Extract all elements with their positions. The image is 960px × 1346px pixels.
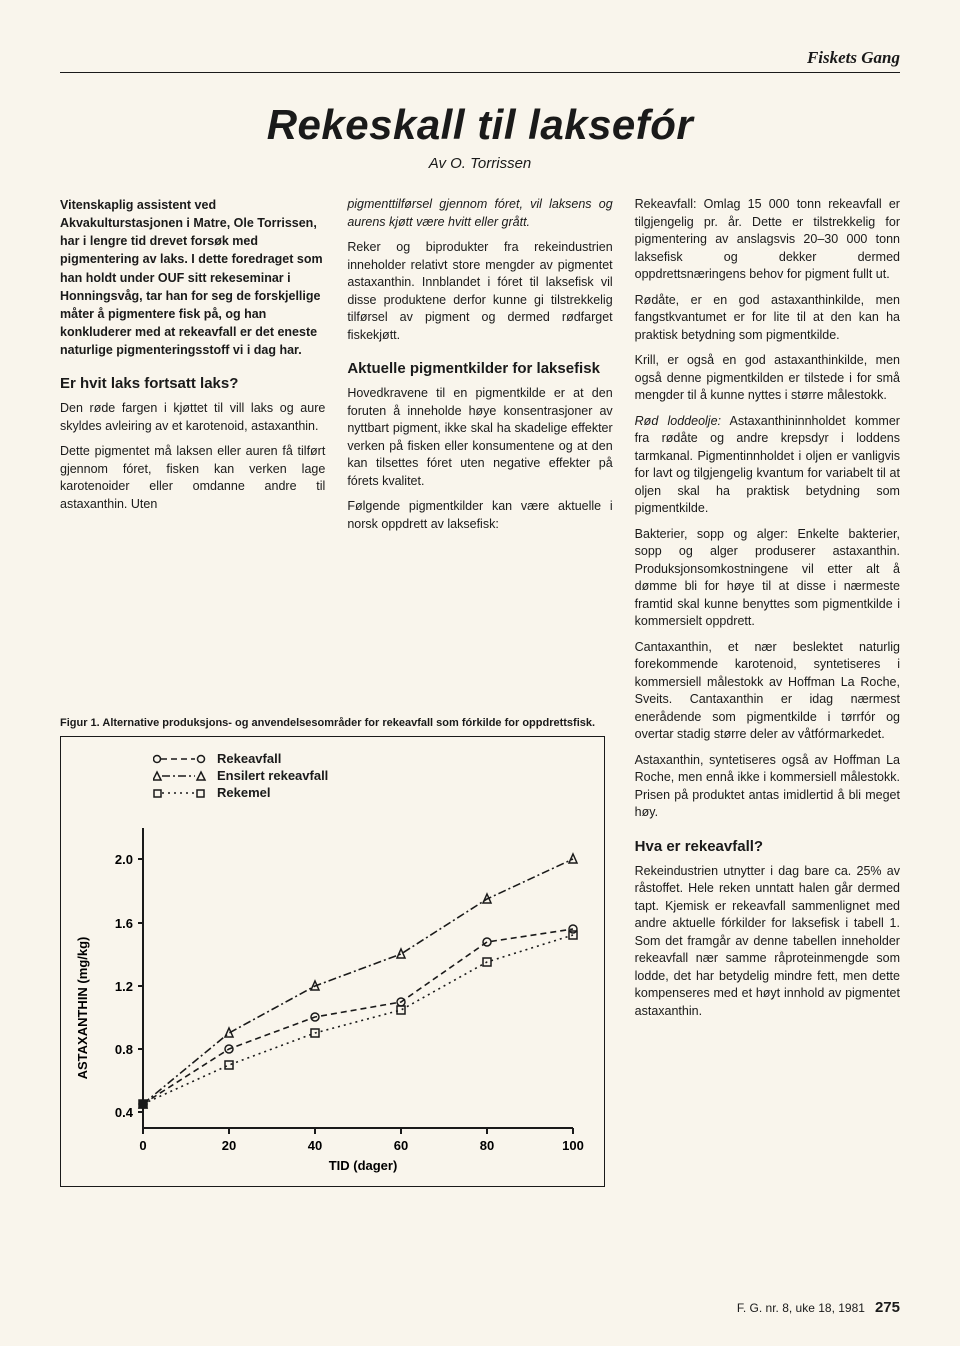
- body-paragraph: Den røde fargen i kjøttet til vill laks …: [60, 400, 325, 435]
- journal-name: Fiskets Gang: [60, 48, 900, 73]
- section-heading: Aktuelle pigmentkilder for laksefisk: [347, 358, 612, 379]
- page-number: 275: [875, 1299, 900, 1316]
- byline: Av O. Torrissen: [60, 155, 900, 172]
- svg-text:1.2: 1.2: [115, 979, 133, 994]
- chart-legend: Rekeavfall Ensilert rekeavfall Rekemel: [153, 751, 592, 800]
- intro-paragraph: Vitenskaplig assistent ved Akvakultursta…: [60, 196, 325, 359]
- section-heading: Er hvit laks fortsatt laks?: [60, 373, 325, 394]
- body-paragraph: Cantaxanthin, et nær beslektet naturlig …: [635, 639, 900, 744]
- legend-item: Ensilert rekeavfall: [153, 768, 592, 783]
- body-paragraph: Følgende pigmentkilder kan være aktuelle…: [347, 498, 612, 533]
- legend-label: Rekemel: [217, 785, 270, 800]
- figure-box: Rekeavfall Ensilert rekeavfall Rekemel A…: [60, 736, 605, 1187]
- x-axis-label: TID (dager): [329, 1158, 398, 1173]
- svg-text:1.6: 1.6: [115, 916, 133, 931]
- svg-text:60: 60: [394, 1138, 408, 1153]
- svg-text:40: 40: [308, 1138, 322, 1153]
- body-paragraph: Rød loddeolje: Astaxanthininnholdet komm…: [635, 413, 900, 518]
- svg-text:80: 80: [480, 1138, 494, 1153]
- figure-caption: Figur 1. Alternative produksjons- og anv…: [60, 716, 615, 730]
- line-chart: ASTAXANTHIN (mg/kg) 0.4 0.8 1.2 1.6 2.0 …: [73, 808, 593, 1178]
- issue-info: F. G. nr. 8, uke 18, 1981: [737, 1301, 865, 1315]
- legend-marker-square: [153, 787, 207, 799]
- body-paragraph: Rødåte, er en god astaxanthinkilde, men …: [635, 292, 900, 345]
- figure-block: Figur 1. Alternative produksjons- og anv…: [60, 698, 615, 1187]
- series-rekemel: [143, 935, 573, 1104]
- body-paragraph: Reker og biprodukter fra rekeindustrien …: [347, 239, 612, 344]
- body-paragraph: Rekeavfall: Omlag 15 000 tonn rekeavfall…: [635, 196, 900, 284]
- y-axis-label: ASTAXANTHIN (mg/kg): [75, 937, 90, 1080]
- svg-text:20: 20: [222, 1138, 236, 1153]
- body-paragraph: Bakterier, sopp og alger: Enkelte bakter…: [635, 526, 900, 631]
- legend-item: Rekeavfall: [153, 751, 592, 766]
- legend-marker-triangle: [153, 770, 207, 782]
- legend-marker-circle: [153, 753, 207, 765]
- svg-text:0: 0: [139, 1138, 146, 1153]
- body-paragraph: Astaxanthin, syntetiseres også av Hoffma…: [635, 752, 900, 822]
- page-footer: F. G. nr. 8, uke 18, 1981 275: [737, 1299, 900, 1316]
- legend-label: Ensilert rekeavfall: [217, 768, 328, 783]
- svg-text:2.0: 2.0: [115, 852, 133, 867]
- body-paragraph: Rekeindustrien utnytter i dag bare ca. 2…: [635, 863, 900, 1021]
- series-ensilert: [143, 859, 573, 1104]
- section-heading: Hva er rekeavfall?: [635, 836, 900, 857]
- article-title: Rekeskall til laksefór: [60, 101, 900, 149]
- legend-item: Rekemel: [153, 785, 592, 800]
- body-paragraph: Dette pigmentet må laksen eller auren få…: [60, 443, 325, 513]
- svg-text:100: 100: [562, 1138, 584, 1153]
- svg-text:0.4: 0.4: [115, 1105, 134, 1120]
- body-paragraph: pigmenttilførsel gjennom fóret, vil laks…: [347, 196, 612, 231]
- svg-text:0.8: 0.8: [115, 1042, 133, 1057]
- body-paragraph: Hovedkravene til en pigmentkilde er at d…: [347, 385, 612, 490]
- legend-label: Rekeavfall: [217, 751, 281, 766]
- column-3: Rekeavfall: Omlag 15 000 tonn rekeavfall…: [635, 196, 900, 1028]
- body-paragraph: Krill, er også en god astaxanthinkilde, …: [635, 352, 900, 405]
